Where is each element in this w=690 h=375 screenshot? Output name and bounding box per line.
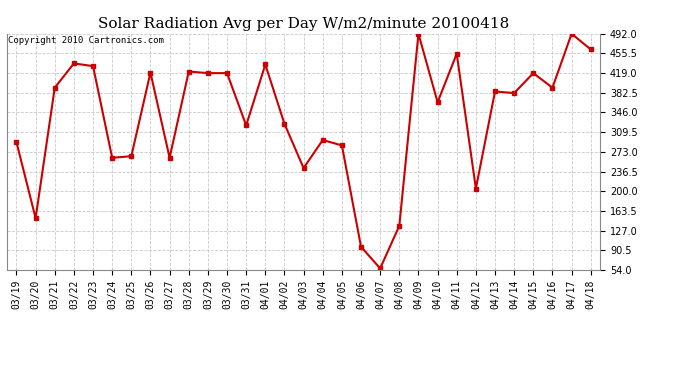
Title: Solar Radiation Avg per Day W/m2/minute 20100418: Solar Radiation Avg per Day W/m2/minute …: [98, 17, 509, 31]
Text: Copyright 2010 Cartronics.com: Copyright 2010 Cartronics.com: [8, 36, 164, 45]
